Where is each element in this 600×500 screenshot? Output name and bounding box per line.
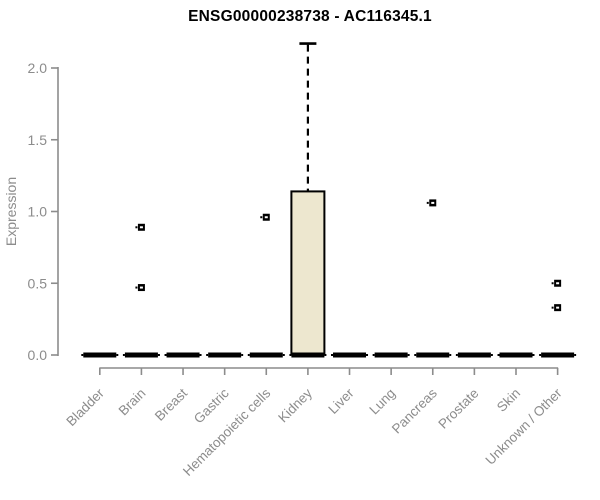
outlier-point-slit-pancreas [431,201,435,204]
y-axis-title: Expression [3,177,19,246]
median-end-hematopoietic-cells [282,354,285,356]
median-end-breast [164,354,167,356]
x-category-label-pancreas: Pancreas [389,385,440,436]
median-end-brain [122,354,125,356]
median-end-pancreas [414,354,417,356]
x-category-label-breast: Breast [152,385,190,423]
x-category-label-bladder: Bladder [63,385,107,429]
median-end-lung [407,354,410,356]
median-end-gastric [206,354,209,356]
x-category-label-unknown-other: Unknown / Other [483,385,566,468]
outlier-point-nub-unknown-other [551,306,554,309]
x-category-label-liver: Liver [325,385,357,417]
chart-title: ENSG00000238738 - AC116345.1 [188,8,432,25]
outlier-point-nub-hematopoietic-cells [260,216,263,219]
outlier-point-slit-unknown-other [556,306,560,309]
outlier-point-slit-hematopoietic-cells [264,216,268,219]
y-axis-tick-label: 1.5 [28,132,48,148]
median-end-prostate [455,354,458,356]
median-line-breast [166,352,200,358]
median-end-unknown-other [539,354,542,356]
x-category-label-gastric: Gastric [191,385,232,426]
outlier-point-nub-pancreas [426,201,429,204]
median-end-prostate [490,354,493,356]
x-category-label-lung: Lung [366,386,398,418]
median-line-prostate [457,352,491,358]
median-line-kidney [291,352,325,358]
outlier-point-slit-brain [139,226,143,229]
outlier-point-slit-brain [139,286,143,289]
x-category-label-skin: Skin [494,386,523,415]
median-end-gastric [241,354,244,356]
median-line-unknown-other [541,352,575,358]
median-end-hematopoietic-cells [247,354,250,356]
median-end-breast [199,354,202,356]
x-category-label-brain: Brain [116,386,149,419]
median-end-skin [532,354,535,356]
median-line-pancreas [416,352,450,358]
median-end-brain [157,354,160,356]
outlier-point-nub-brain [135,226,138,229]
y-axis-tick-label: 1.0 [28,204,48,220]
x-category-label-kidney: Kidney [275,385,315,425]
median-end-bladder [81,354,84,356]
box-kidney [290,190,326,355]
median-line-hematopoietic-cells [249,352,283,358]
median-end-bladder [116,354,119,356]
median-line-bladder [83,352,117,358]
outlier-point-slit-unknown-other [556,282,560,285]
median-line-skin [499,352,533,358]
median-line-gastric [208,352,242,358]
outlier-point-nub-brain [135,286,138,289]
median-end-liver [366,354,369,356]
median-end-kidney [289,354,292,356]
median-line-brain [124,352,158,358]
median-line-lung [374,352,408,358]
y-axis-tick-label: 0.0 [28,347,48,363]
x-category-label-prostate: Prostate [435,386,481,432]
median-line-liver [333,352,367,358]
median-end-skin [497,354,500,356]
median-end-unknown-other [574,354,577,356]
y-axis-tick-label: 0.5 [28,275,48,291]
y-axis-tick-label: 2.0 [28,60,48,76]
median-end-lung [372,354,375,356]
median-end-kidney [324,354,327,356]
median-end-liver [331,354,334,356]
median-end-pancreas [449,354,452,356]
outlier-point-nub-unknown-other [551,282,554,285]
